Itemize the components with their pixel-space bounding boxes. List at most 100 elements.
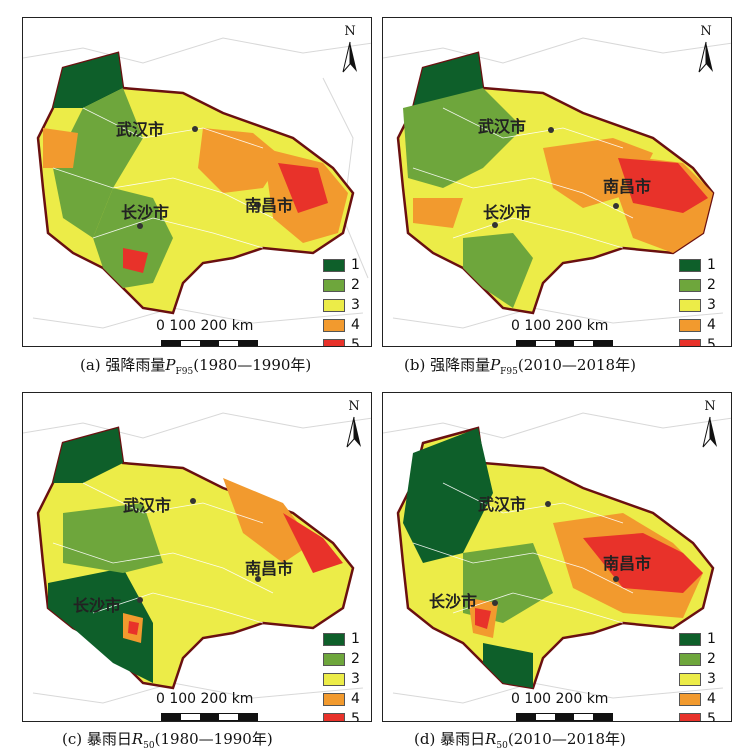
legend-swatch (679, 652, 701, 666)
legend-swatch (679, 632, 701, 646)
map-d: 武汉市 南昌市 长沙市 (383, 412, 731, 704)
legend-item: 3 (679, 295, 729, 315)
legend-item: 5 (323, 709, 371, 722)
caption-subscript: 50 (143, 741, 155, 751)
legend-swatch (323, 298, 345, 312)
map-panel-c: 武汉市 南昌市 长沙市 N 1 2 3 4 5 0 100 200 km (22, 392, 372, 722)
legend-label: 4 (351, 691, 360, 707)
legend-label: 3 (351, 671, 360, 687)
legend-label: 1 (707, 257, 716, 273)
legend-item: 5 (679, 709, 729, 722)
legend-swatch (323, 712, 345, 721)
caption-d: (d) 暴雨日R50(2010—2018年) (414, 728, 626, 751)
legend-label: 5 (351, 337, 360, 347)
map-b: 武汉市 南昌市 长沙市 (383, 37, 731, 329)
scale-label: 0 100 200 km (156, 691, 254, 707)
wuhan-marker (545, 501, 551, 507)
legend-swatch (679, 298, 701, 312)
changsha-marker (492, 600, 498, 606)
caption-subscript: F95 (500, 367, 518, 377)
caption-period: (1980—1990年) (154, 730, 273, 748)
caption-period: (1980—1990年) (193, 356, 312, 374)
legend-swatch (679, 258, 701, 272)
north-arrow-icon: N (335, 24, 365, 74)
legend-item: 4 (679, 689, 729, 709)
legend-item: 2 (323, 275, 371, 295)
legend-swatch (679, 692, 701, 706)
scale-bar: 0 100 200 km (511, 691, 661, 721)
legend: 1 2 3 4 5 (323, 629, 371, 722)
scale-label: 0 100 200 km (511, 691, 609, 707)
legend-label: 1 (707, 631, 716, 647)
wuhan-marker (190, 498, 196, 504)
changsha-marker (492, 222, 498, 228)
changsha-label: 长沙市 (73, 596, 121, 615)
legend-swatch (679, 278, 701, 292)
legend-swatch (323, 318, 345, 332)
changsha-marker (137, 597, 143, 603)
caption-subscript: F95 (175, 367, 194, 377)
legend-label: 2 (351, 651, 360, 667)
caption-variable: P (165, 356, 176, 374)
caption-prefix: (d) 暴雨日 (414, 730, 486, 748)
legend-swatch (323, 258, 345, 272)
caption-a: (a) 强降雨量PF95(1980—1990年) (80, 354, 311, 377)
legend-item: 2 (323, 649, 371, 669)
north-label: N (700, 24, 712, 39)
nanchang-marker (255, 202, 261, 208)
legend-label: 2 (707, 277, 716, 293)
north-arrow-icon: N (339, 399, 369, 449)
legend-item: 1 (679, 255, 729, 275)
nanchang-marker (255, 576, 261, 582)
map-panel-a: 武汉市 南昌市 长沙市 N 1 2 3 4 5 0 100 200 km (22, 17, 372, 347)
legend-label: 3 (351, 297, 360, 313)
legend-swatch (679, 672, 701, 686)
nanchang-marker (613, 576, 619, 582)
legend-label: 5 (707, 337, 716, 347)
legend-label: 2 (707, 651, 716, 667)
legend-item: 3 (323, 295, 371, 315)
wuhan-label: 武汉市 (116, 120, 164, 139)
scale-bar: 0 100 200 km (156, 318, 306, 346)
legend-label: 2 (351, 277, 360, 293)
caption-prefix: (c) 暴雨日 (62, 730, 132, 748)
caption-b: (b) 强降雨量PF95(2010—2018年) (404, 354, 636, 377)
changsha-marker (137, 223, 143, 229)
caption-prefix: (b) 强降雨量 (404, 356, 491, 374)
scale-label: 0 100 200 km (511, 318, 609, 334)
legend-item: 5 (679, 335, 729, 347)
legend-label: 5 (351, 711, 360, 722)
nanchang-label: 南昌市 (245, 196, 293, 215)
legend-item: 4 (323, 689, 371, 709)
scale-bar: 0 100 200 km (511, 318, 661, 346)
scale-bar: 0 100 200 km (156, 691, 306, 721)
legend-swatch (323, 672, 345, 686)
legend-label: 5 (707, 711, 716, 722)
nanchang-label: 南昌市 (603, 177, 651, 196)
legend-label: 4 (707, 317, 716, 333)
nanchang-marker (613, 203, 619, 209)
map-a: 武汉市 南昌市 长沙市 (23, 37, 371, 329)
legend-swatch (679, 338, 701, 346)
map-c: 武汉市 南昌市 长沙市 (23, 412, 371, 704)
legend-item: 3 (323, 669, 371, 689)
legend: 1 2 3 4 5 (323, 255, 371, 347)
legend-swatch (323, 278, 345, 292)
wuhan-label: 武汉市 (123, 496, 171, 515)
legend-label: 1 (351, 631, 360, 647)
legend-label: 3 (707, 671, 716, 687)
scale-label: 0 100 200 km (156, 318, 254, 334)
legend-label: 3 (707, 297, 716, 313)
legend-swatch (323, 692, 345, 706)
legend-item: 3 (679, 669, 729, 689)
legend-label: 4 (707, 691, 716, 707)
north-label: N (348, 399, 360, 414)
legend-item: 4 (323, 315, 371, 335)
nanchang-label: 南昌市 (603, 554, 651, 573)
legend-item: 1 (679, 629, 729, 649)
legend-label: 1 (351, 257, 360, 273)
legend-swatch (323, 652, 345, 666)
legend-swatch (679, 712, 701, 721)
north-arrow-icon: N (691, 24, 721, 74)
map-panel-d: 武汉市 南昌市 长沙市 N 1 2 3 4 5 0 100 200 km (382, 392, 732, 722)
